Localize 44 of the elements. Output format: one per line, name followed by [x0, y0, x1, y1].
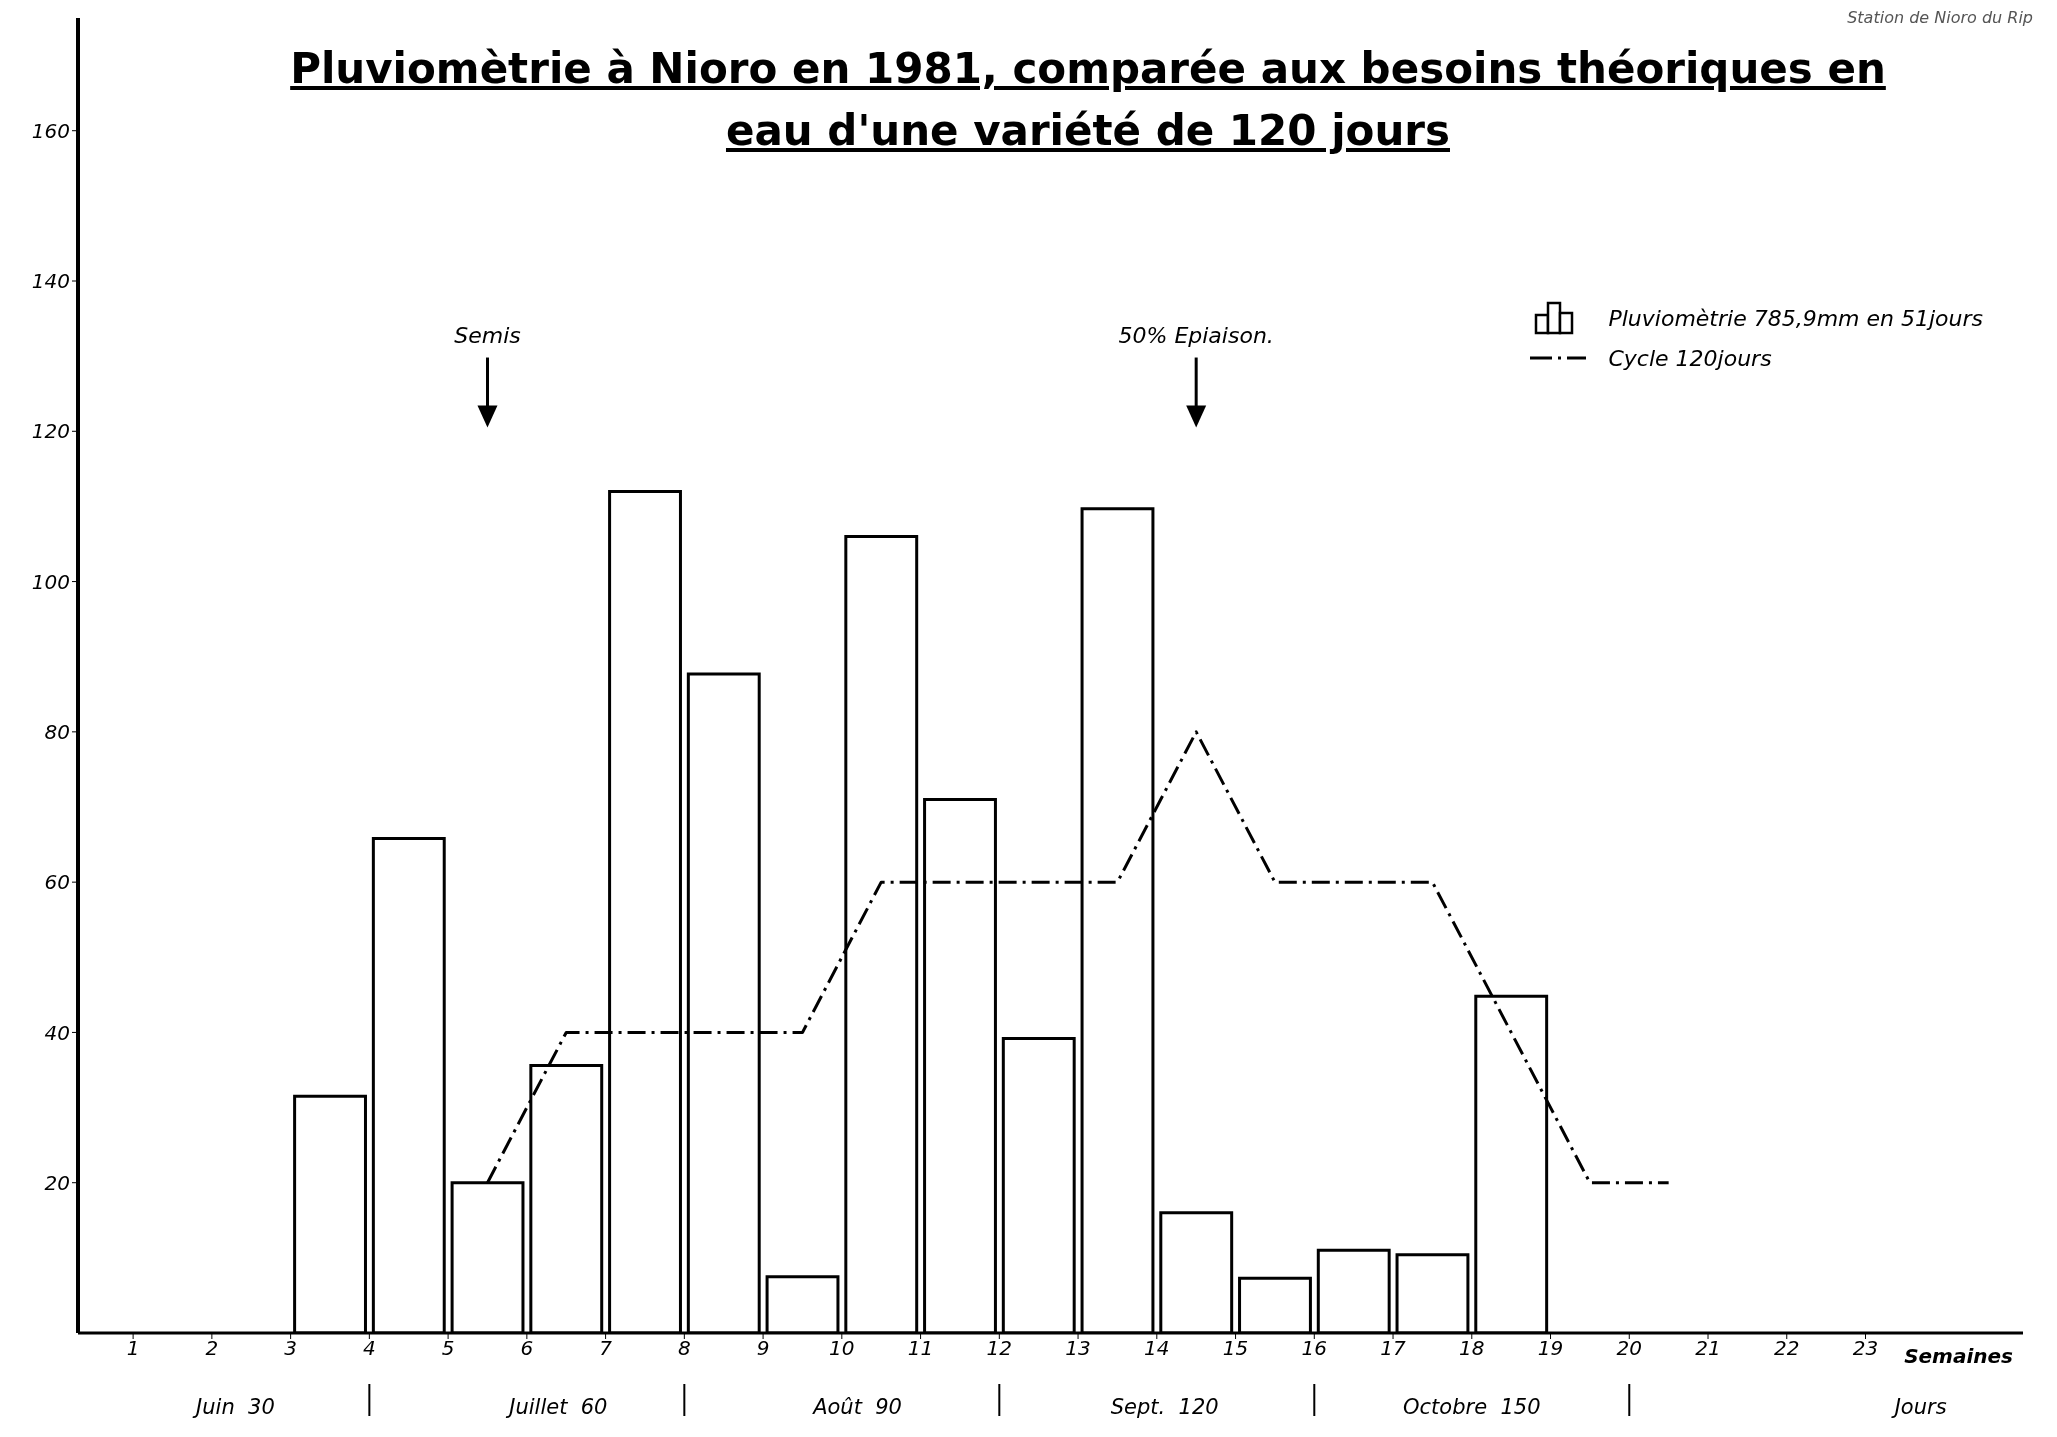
- text: Août 90: [811, 1395, 902, 1419]
- y-tick-label: 140: [31, 269, 70, 294]
- y-tick-label: 100: [31, 569, 70, 594]
- x-tick-label: 2: [205, 1336, 219, 1361]
- x-tick-label: 19: [1537, 1336, 1564, 1361]
- annotation: Station de Nioro du Rip: [1847, 8, 2033, 27]
- text: Sept. 120: [1110, 1395, 1219, 1419]
- y-tick-label: 20: [44, 1170, 70, 1195]
- text: Juin 30: [192, 1395, 275, 1419]
- x-axis-title: Semaines: [1904, 1344, 2014, 1368]
- x-tick-label: 5: [441, 1336, 455, 1361]
- x-tick-label: 12: [986, 1336, 1013, 1361]
- x-tick-label: 8: [677, 1336, 691, 1361]
- x-tick-label: 18: [1459, 1336, 1485, 1361]
- x-tick-label: 10: [829, 1336, 855, 1361]
- text: Jours: [1890, 1395, 1947, 1419]
- legend-label: Cycle 120jours: [1608, 345, 1772, 371]
- x-tick-label: 15: [1222, 1336, 1249, 1361]
- y-tick-label: 40: [44, 1020, 70, 1045]
- text: Juillet 60: [505, 1395, 608, 1419]
- x-tick-label: 16: [1301, 1336, 1328, 1361]
- x-tick-label: 14: [1144, 1336, 1170, 1361]
- y-tick-label: 60: [44, 870, 70, 895]
- x-tick-label: 3: [284, 1336, 297, 1361]
- annotation: Semis: [454, 322, 521, 348]
- x-tick-label: 9: [756, 1336, 770, 1361]
- x-tick-label: 7: [599, 1336, 613, 1361]
- y-tick-label: 80: [44, 719, 70, 744]
- y-tick-label: 160: [31, 118, 70, 143]
- x-tick-label: 20: [1616, 1336, 1642, 1361]
- x-tick-label: 1: [126, 1336, 140, 1361]
- x-tick-label: 11: [907, 1336, 934, 1361]
- x-tick-label: 6: [520, 1336, 534, 1361]
- x-tick-label: 17: [1380, 1336, 1407, 1361]
- x-tick-label: 13: [1065, 1336, 1091, 1361]
- text: Octobre 150: [1403, 1395, 1541, 1419]
- annotation: 50% Epiaison.: [1118, 322, 1274, 348]
- x-tick-label: 22: [1774, 1336, 1800, 1361]
- x-tick-label: 4: [362, 1336, 376, 1361]
- text: Pluviomètrie à Nioro en 1981, comparée aux besoins théoriques en eau d'une variété de 120 jours: [289, 43, 1887, 157]
- x-tick-label: 21: [1695, 1336, 1721, 1361]
- legend-label: Pluviomètrie 785,9mm en 51jours: [1608, 305, 1983, 331]
- y-tick-label: 120: [31, 419, 70, 444]
- x-tick-label: 23: [1852, 1336, 1879, 1361]
